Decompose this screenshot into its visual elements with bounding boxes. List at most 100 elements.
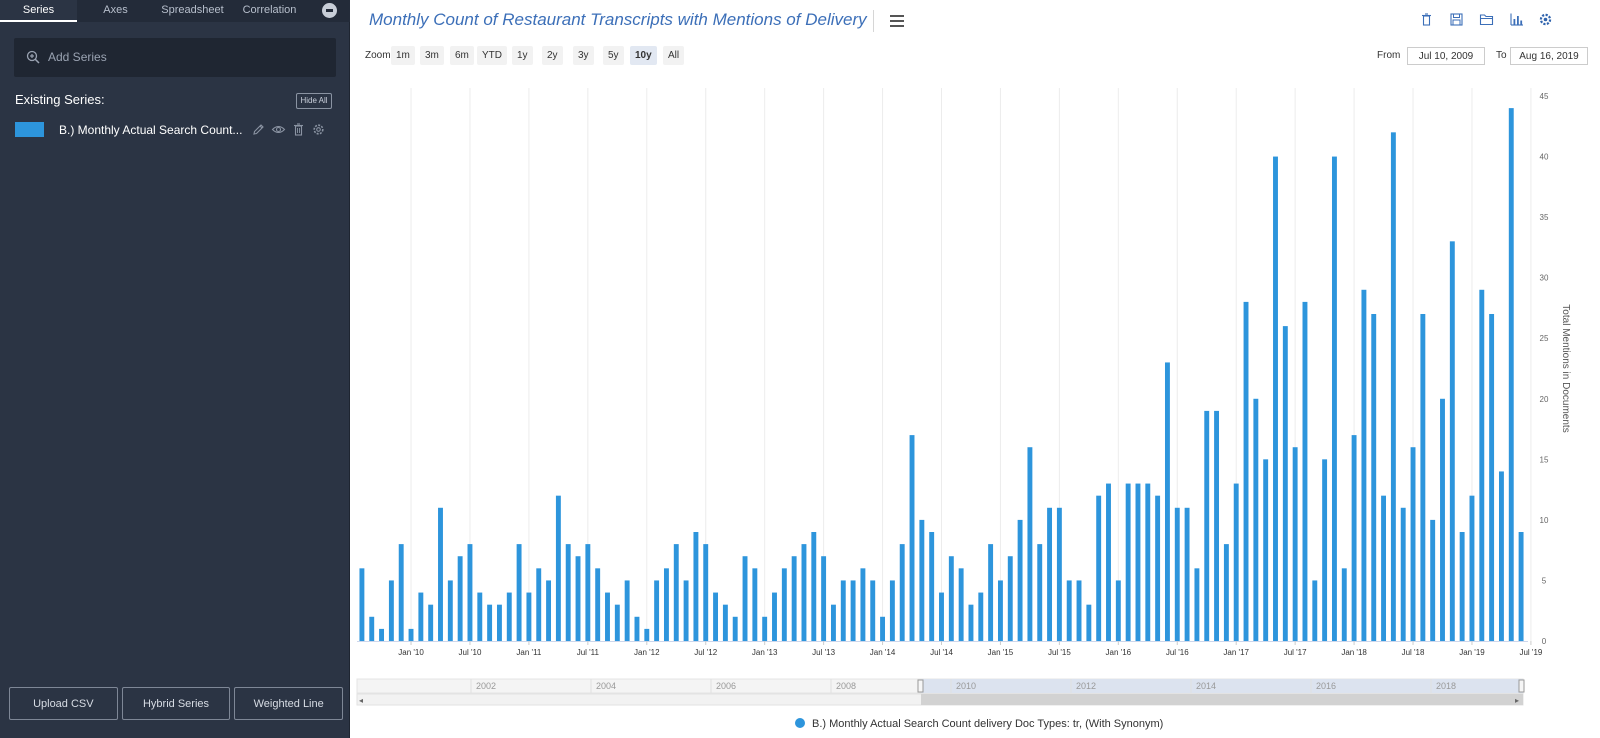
bar[interactable] (1056, 507, 1062, 641)
bar[interactable] (683, 580, 689, 641)
bar[interactable] (1361, 289, 1367, 641)
series-color-swatch[interactable] (15, 122, 44, 137)
scrollbar-thumb[interactable] (921, 694, 1523, 705)
bar[interactable] (496, 604, 502, 641)
zoom-ytd-button[interactable]: YTD (477, 46, 507, 65)
bar[interactable] (614, 604, 620, 641)
bar[interactable] (978, 592, 984, 641)
bar[interactable] (988, 544, 994, 641)
bar[interactable] (1155, 495, 1161, 641)
bar[interactable] (536, 568, 542, 641)
bar[interactable] (575, 556, 581, 641)
zoom-10y-button[interactable]: 10y (630, 46, 657, 65)
bar[interactable] (860, 568, 866, 641)
bar[interactable] (1302, 301, 1308, 641)
bar[interactable] (1282, 326, 1288, 641)
bar[interactable] (880, 616, 886, 641)
bar[interactable] (1174, 507, 1180, 641)
bar[interactable] (850, 580, 856, 641)
gear-icon[interactable] (311, 122, 326, 137)
bar[interactable] (1312, 580, 1318, 641)
bar[interactable] (673, 544, 679, 641)
bar[interactable] (1223, 544, 1229, 641)
bar[interactable] (1145, 483, 1151, 641)
bar[interactable] (1135, 483, 1141, 641)
bar[interactable] (467, 544, 473, 641)
bar[interactable] (516, 544, 522, 641)
add-series-input[interactable]: Add Series (14, 38, 336, 77)
bar[interactable] (634, 616, 640, 641)
save-icon[interactable] (1449, 12, 1464, 27)
bar[interactable] (1007, 556, 1013, 641)
bar[interactable] (1518, 532, 1524, 641)
bar[interactable] (1341, 568, 1347, 641)
bar[interactable] (1381, 495, 1387, 641)
bar[interactable] (1106, 483, 1111, 641)
zoom-3y-button[interactable]: 3y (573, 46, 594, 65)
bar[interactable] (1066, 580, 1072, 641)
bar[interactable] (1027, 447, 1033, 641)
hamburger-menu-icon[interactable] (889, 14, 905, 28)
to-date-input[interactable] (1510, 47, 1588, 65)
bar[interactable] (830, 604, 836, 641)
bar[interactable] (791, 556, 797, 641)
bar[interactable] (1086, 604, 1092, 641)
bar[interactable] (722, 604, 728, 641)
bar[interactable] (1263, 459, 1269, 641)
bar[interactable] (1498, 471, 1504, 641)
bar[interactable] (1489, 314, 1495, 641)
zoom-1m-button[interactable]: 1m (391, 46, 415, 65)
bar[interactable] (1331, 156, 1337, 641)
bar[interactable] (1204, 410, 1210, 641)
bar[interactable] (369, 616, 375, 641)
bar[interactable] (359, 568, 365, 641)
hybrid-series-button[interactable]: Hybrid Series (121, 687, 231, 720)
bar[interactable] (929, 532, 935, 641)
bar[interactable] (388, 580, 394, 641)
scroll-left-arrow-icon[interactable]: ◂ (359, 696, 363, 705)
trash-icon[interactable] (291, 122, 306, 137)
bar[interactable] (870, 580, 876, 641)
bar[interactable] (506, 592, 512, 641)
bar[interactable] (1096, 495, 1102, 641)
bar-chart-icon[interactable] (1509, 12, 1524, 27)
bar[interactable] (555, 495, 561, 641)
bar[interactable] (487, 604, 493, 641)
bar[interactable] (447, 580, 453, 641)
bar[interactable] (438, 507, 443, 641)
bar[interactable] (889, 580, 895, 641)
zoom-all-button[interactable]: All (663, 46, 685, 65)
bar[interactable] (703, 544, 709, 641)
trash-icon[interactable] (1419, 12, 1434, 27)
navigator-left-handle[interactable] (917, 679, 924, 693)
zoom-6m-button[interactable]: 6m (450, 46, 474, 65)
bar[interactable] (1164, 362, 1170, 641)
folder-icon[interactable] (1479, 12, 1494, 27)
tab-axes[interactable]: Axes (103, 4, 128, 16)
bar[interactable] (919, 519, 925, 641)
bar[interactable] (1184, 507, 1190, 641)
bar[interactable] (624, 580, 630, 641)
zoom-1y-button[interactable]: 1y (512, 46, 533, 65)
bar[interactable] (1420, 314, 1426, 641)
navigator[interactable]: 2002 2004 2006 2008 2010 2012 2014 2016 2018 ◂ ▸ (356, 678, 1525, 706)
zoom-2y-button[interactable]: 2y (542, 46, 563, 65)
bar[interactable] (408, 628, 414, 641)
bar[interactable] (1037, 544, 1043, 641)
hide-all-button[interactable]: Hide All (296, 93, 332, 109)
bar[interactable] (693, 532, 699, 641)
eye-icon[interactable] (271, 122, 286, 137)
bar[interactable] (585, 544, 591, 641)
bar[interactable] (1469, 495, 1475, 641)
bar[interactable] (781, 568, 787, 641)
bar[interactable] (663, 568, 669, 641)
bar[interactable] (1440, 398, 1445, 641)
collapse-sidebar-icon[interactable] (322, 3, 337, 18)
bar[interactable] (526, 592, 532, 641)
navigator-selection[interactable] (921, 679, 1523, 693)
series-list-item[interactable]: B.) Monthly Actual Search Count... (15, 119, 335, 141)
bar[interactable] (1449, 241, 1455, 641)
bar[interactable] (1459, 532, 1465, 641)
legend[interactable]: B.) Monthly Actual Search Count delivery… (795, 718, 1163, 730)
bar[interactable] (742, 556, 748, 641)
